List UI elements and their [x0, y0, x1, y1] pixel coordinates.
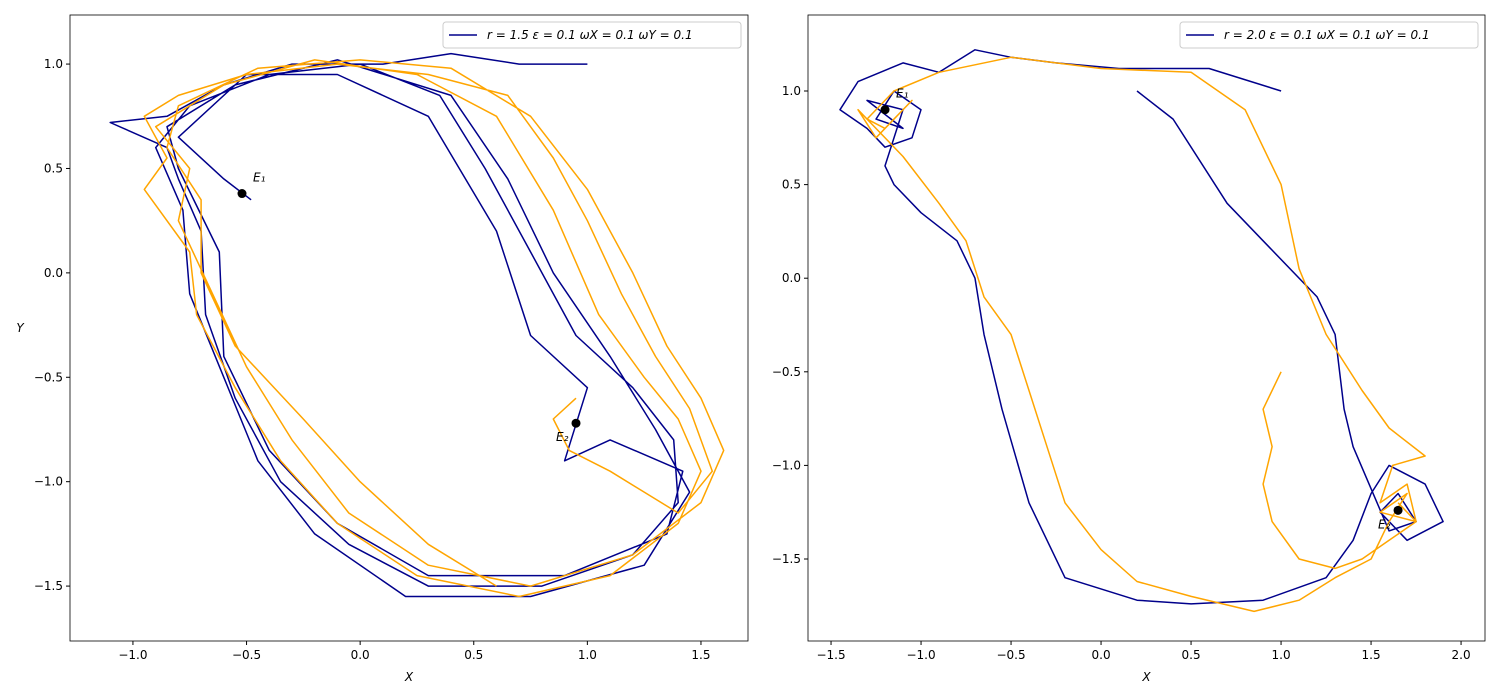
y-tick-label: −1.5: [772, 552, 801, 566]
x-tick-label: 0.5: [1182, 648, 1201, 662]
equilibrium-point: [1393, 505, 1403, 515]
y-tick-label: 1.0: [44, 57, 63, 71]
point-label: E₂: [1378, 517, 1391, 531]
trajectory: [143, 59, 725, 598]
y-tick-label: −1.0: [772, 458, 801, 472]
x-tick-label: −1.5: [816, 648, 845, 662]
point-label: E₁: [896, 87, 909, 101]
axes-frame: [69, 14, 749, 642]
x-tick-label: 1.0: [578, 648, 597, 662]
legend-label: r = 1.5 ε = 0.1 ωX = 0.1 ωY = 0.1: [487, 28, 693, 42]
trajectory: [857, 56, 1426, 613]
y-tick-label: −1.0: [34, 475, 63, 489]
x-tick-label: 0.0: [351, 648, 370, 662]
point-label: E₁: [253, 171, 266, 185]
point-label: E₂: [556, 430, 569, 444]
axes-frame: [807, 14, 1486, 642]
x-tick-label: −1.0: [118, 648, 147, 662]
trajectory: [109, 52, 691, 598]
equilibrium-point: [571, 418, 581, 428]
x-axis-label: X: [1141, 670, 1151, 684]
y-axis-label: Y: [16, 321, 25, 335]
y-tick-label: 0.0: [44, 266, 63, 280]
x-tick-label: 1.5: [691, 648, 710, 662]
equilibrium-point: [880, 105, 890, 115]
x-tick-label: 1.5: [1362, 648, 1381, 662]
y-tick-label: −0.5: [34, 370, 63, 384]
x-tick-label: −1.0: [906, 648, 935, 662]
trajectory: [839, 49, 1444, 605]
x-axis-label: X: [404, 670, 414, 684]
legend-label: r = 2.0 ε = 0.1 ωX = 0.1 ωY = 0.1: [1224, 28, 1430, 42]
y-tick-label: 0.5: [44, 161, 63, 175]
x-tick-label: −0.5: [232, 648, 261, 662]
x-tick-label: 0.0: [1092, 648, 1111, 662]
y-tick-label: −1.5: [34, 579, 63, 593]
y-tick-label: 0.0: [782, 271, 801, 285]
x-tick-label: 0.5: [464, 648, 483, 662]
x-tick-label: 1.0: [1272, 648, 1291, 662]
legend-box: [442, 21, 742, 49]
x-tick-label: −0.5: [996, 648, 1025, 662]
equilibrium-point: [237, 189, 247, 199]
y-tick-label: 1.0: [782, 84, 801, 98]
x-tick-label: 2.0: [1452, 648, 1471, 662]
legend-box: [1179, 21, 1479, 49]
y-tick-label: 0.5: [782, 178, 801, 192]
y-tick-label: −0.5: [772, 365, 801, 379]
